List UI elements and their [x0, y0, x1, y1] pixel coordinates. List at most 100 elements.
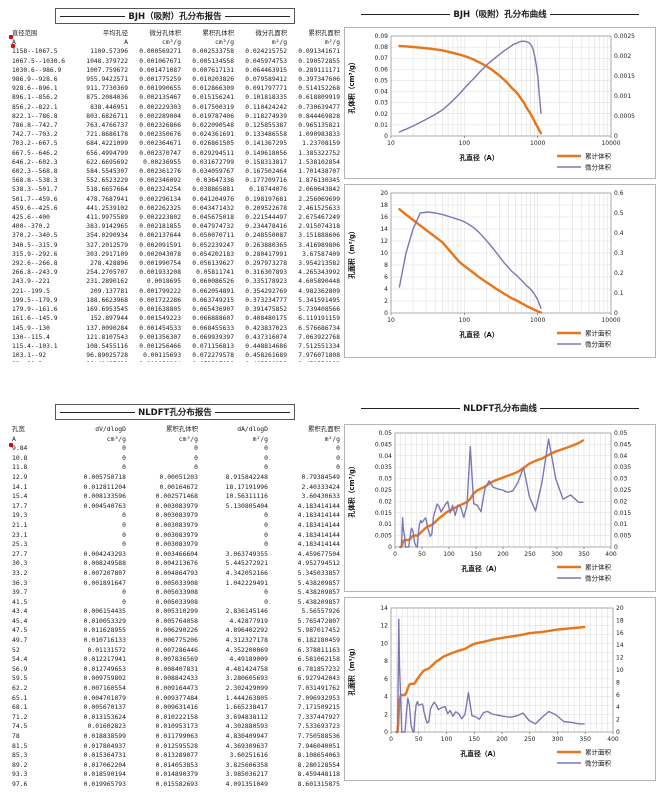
bjh-charts-title-row: BJH（吸附）孔分布曲线 [357, 6, 643, 22]
header-cell: 微分孔体积 [149, 30, 181, 37]
table-cell: 19.3 [12, 511, 28, 520]
table-cell: 0.052239247 [192, 241, 234, 249]
header-cell: 累积孔体积 [202, 30, 234, 37]
table-cell: 221--199.5 [12, 287, 50, 295]
table-row: 74.5 0.01602823 0.010953173 4.302880593 7.53… [8, 722, 342, 732]
svg-text:2: 2 [384, 298, 388, 305]
table-cell: 478.7687941 [86, 195, 128, 203]
table-cell: 0.002326866 [139, 122, 181, 130]
table-cell: 742.7--703.2 [12, 131, 58, 139]
header-cell: A [12, 434, 16, 443]
table-cell: 0 [122, 540, 126, 549]
table-cell: 3.063749355 [225, 549, 268, 558]
nldft-volume-chart: 0 50 100 150 200 250 300 350 40000.0050.010.0150… [347, 430, 631, 583]
table-cell: 0.004213676 [155, 559, 198, 568]
svg-text:400: 400 [607, 736, 619, 743]
table-cell: 0 [264, 540, 268, 549]
table-row: 71.2 0.013153624 0.010222158 3.694838112 7.3… [8, 713, 342, 723]
table-cell: 4.896402292 [225, 626, 268, 635]
table-cell: 0.001454533 [139, 324, 181, 332]
table-row: 742.7--703.2 721.8686178 0.002350676 0.0243… [8, 130, 342, 139]
table-row: 47.5 0.011628955 0.006290226 4.896402292 5.9… [8, 626, 342, 636]
table-cell: 0.001059264 [130, 360, 183, 362]
table-cell: 0.006290226 [155, 626, 198, 635]
table-cell: 0.069939397 [192, 333, 234, 341]
table-cell: 0.014890379 [155, 770, 198, 779]
table-cell: 292.6--266.8 [12, 260, 58, 268]
table-cell: 115.4--103.1 [12, 342, 58, 350]
svg-text:0.2: 0.2 [614, 270, 624, 277]
table-cell: 0.010053329 [83, 616, 126, 625]
table-cell: 39.7 [12, 588, 28, 597]
header-cell: dV/dlogD [95, 425, 126, 433]
header-cell: cm³/g [106, 434, 126, 443]
table-cell: 85.3 [12, 751, 28, 760]
table-cell: 2.836145146 [225, 607, 268, 616]
svg-text:0.06: 0.06 [375, 66, 389, 73]
header-cell: m²/g [324, 39, 340, 47]
table-cell: 0.004540763 [83, 501, 126, 510]
svg-text:16: 16 [380, 214, 388, 221]
table-cell: 0.002324254 [139, 186, 181, 194]
table-row: 89.2 0.017062204 0.014053853 3.825606358 8.2… [8, 761, 342, 771]
table-cell: 36.3 [12, 578, 28, 587]
table-cell: 568.8--538.3 [12, 177, 58, 185]
table-cell: 0.005134558 [192, 57, 234, 65]
svg-text:孔面积（m²/g）: 孔面积（m²/g） [347, 227, 356, 278]
table-row: 12.9 0.005750718 0.00051203 8.915842248 0.79… [8, 473, 342, 483]
table-cell: 0.064463915 [245, 66, 287, 74]
table-row: 568.8--538.3 552.6523229 0.002346092 0.0364… [8, 176, 342, 185]
table-row: 667.5--646.2 656.4994799 0.002370747 0.0292… [8, 149, 342, 158]
table-cell: 0.01131572 [87, 645, 126, 654]
table-cell: 1067.5--1030.6 [12, 57, 66, 65]
table-cell: 0.009759802 [83, 674, 126, 683]
table-row: 986.9--928.6 955.9422571 0.001775259 0.0102… [8, 75, 342, 84]
svg-text:12: 12 [380, 238, 388, 245]
table-cell: 0.289111171 [298, 66, 340, 74]
table-row: 501.7--459.6 478.7687941 0.002296134 0.0412… [8, 195, 342, 204]
svg-text:20: 20 [616, 605, 624, 612]
table-cell: 5.438209857 [297, 597, 340, 606]
table-cell: 0.012749653 [83, 664, 126, 673]
table-cell: 0 [264, 520, 268, 529]
table-cell: 21.1 [12, 520, 28, 529]
table-cell: 0 [264, 597, 268, 606]
table-cell: 3.825606358 [225, 760, 268, 769]
table-cell: 0.234478416 [245, 223, 287, 231]
table-cell: 7.976071808 [298, 352, 340, 360]
table-cell: 3.280605693 [225, 674, 268, 683]
table-cell: 5.739408566 [298, 306, 340, 314]
table-cell: 0.010203826 [192, 76, 234, 84]
table-row: 81.5 0.017804937 0.012595528 4.369309637 7.9… [8, 742, 342, 752]
svg-text:8: 8 [616, 679, 620, 686]
table-cell: 0.514152268 [298, 85, 340, 93]
table-cell: 6.581062158 [297, 655, 340, 664]
nldft-report-title-box: NLDFT孔分布报告 [55, 404, 295, 420]
table-cell: 803.6826711 [86, 112, 128, 120]
table-row: 1067.5--1030.6 1048.379722 0.001067671 0.00… [8, 57, 342, 66]
bjh-volume-chart: 10 100 1000 1000000.010.020.030.040.050.060… [347, 33, 635, 172]
table-cell: 0.007160554 [83, 684, 126, 693]
table-cell: 145.9--130 [12, 324, 50, 332]
svg-text:0.01: 0.01 [375, 122, 389, 129]
table-cell: 0.010953173 [155, 722, 198, 731]
table-cell: 1.538102854 [298, 158, 340, 166]
table-cell: 459.6--425.6 [12, 204, 58, 212]
table-row: 145.9--130 137.0090284 0.001454533 0.068455… [8, 324, 342, 333]
table-cell: 78 [12, 732, 20, 740]
header-cell: cm³/g [162, 39, 181, 47]
table-cell: 0 [122, 597, 126, 606]
table-cell: 96.89025728 [86, 352, 128, 360]
svg-text:0.001: 0.001 [614, 93, 631, 100]
table-cell: 0.003466604 [155, 549, 198, 558]
table-cell: 0.006775206 [155, 636, 198, 645]
title-dash-line [60, 411, 136, 413]
table-cell: 0.015582693 [155, 779, 198, 788]
table-cell: 18.17191996 [225, 482, 268, 491]
table-cell: 47.5 [12, 626, 28, 635]
table-cell: 2.915074318 [298, 223, 340, 231]
table-cell: 0.045675018 [192, 214, 234, 222]
table-cell: 5.341591495 [298, 296, 340, 304]
table-cell: 4.342052166 [225, 568, 268, 577]
